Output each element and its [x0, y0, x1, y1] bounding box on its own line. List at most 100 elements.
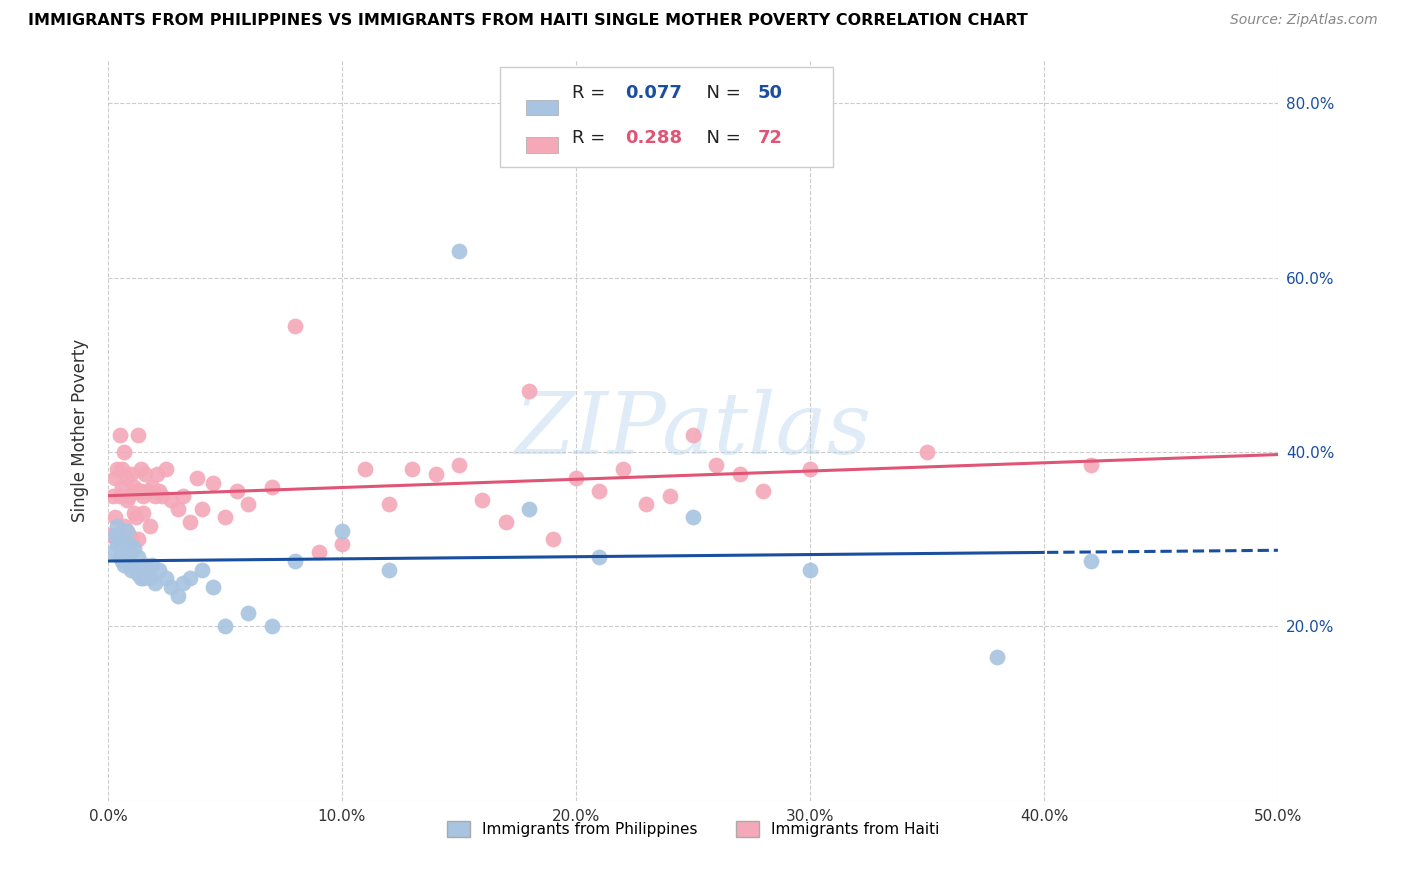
Point [108, 533, 131, 547]
Point [682, 427, 704, 442]
Point [108, 489, 131, 503]
Point [179, 515, 201, 529]
Point [155, 462, 177, 476]
Text: R =: R = [572, 129, 612, 147]
Point [588, 549, 610, 564]
Point [122, 480, 145, 494]
Text: 72: 72 [758, 129, 782, 147]
Point [495, 515, 517, 529]
Point [160, 493, 183, 508]
Point [118, 554, 141, 568]
Point [122, 541, 145, 555]
Point [120, 533, 142, 547]
Point [565, 471, 588, 485]
Point [354, 462, 377, 476]
Point [115, 524, 138, 538]
Point [129, 572, 152, 586]
Point [517, 384, 540, 398]
Point [98, 528, 121, 542]
FancyBboxPatch shape [526, 100, 558, 115]
Text: 0.288: 0.288 [626, 129, 682, 147]
Point [190, 563, 212, 577]
Point [167, 589, 190, 603]
Point [118, 528, 141, 542]
Point [799, 462, 821, 476]
Point [104, 471, 127, 485]
Point [1080, 458, 1102, 472]
Point [118, 536, 141, 550]
Point [127, 567, 149, 582]
Point [214, 619, 236, 633]
Point [308, 545, 330, 559]
Point [541, 533, 564, 547]
Point [125, 510, 148, 524]
Point [225, 484, 247, 499]
Point [401, 462, 423, 476]
Text: ZIPatlas: ZIPatlas [515, 389, 872, 472]
Point [127, 533, 149, 547]
Point [141, 558, 163, 573]
Point [111, 462, 134, 476]
Point [517, 501, 540, 516]
Point [108, 427, 131, 442]
Point [190, 501, 212, 516]
Point [120, 545, 142, 559]
Point [127, 549, 149, 564]
Point [104, 510, 127, 524]
Point [612, 462, 634, 476]
Point [682, 510, 704, 524]
Text: R =: R = [572, 84, 612, 103]
Point [125, 563, 148, 577]
FancyBboxPatch shape [501, 67, 834, 167]
Point [330, 524, 353, 538]
Point [378, 563, 401, 577]
Point [132, 572, 155, 586]
Point [129, 462, 152, 476]
Y-axis label: Single Mother Poverty: Single Mother Poverty [72, 339, 89, 522]
Point [111, 480, 134, 494]
Point [179, 572, 201, 586]
Text: Source: ZipAtlas.com: Source: ZipAtlas.com [1230, 13, 1378, 28]
Point [115, 471, 138, 485]
Point [284, 318, 307, 333]
Point [1080, 554, 1102, 568]
Point [636, 497, 658, 511]
Point [105, 533, 128, 547]
Point [160, 580, 183, 594]
Point [118, 489, 141, 503]
Point [155, 572, 177, 586]
Point [139, 572, 162, 586]
Text: 50: 50 [758, 84, 782, 103]
Legend: Immigrants from Philippines, Immigrants from Haiti: Immigrants from Philippines, Immigrants … [439, 814, 946, 845]
Text: IMMIGRANTS FROM PHILIPPINES VS IMMIGRANTS FROM HAITI SINGLE MOTHER POVERTY CORRE: IMMIGRANTS FROM PHILIPPINES VS IMMIGRANT… [28, 13, 1028, 29]
Point [111, 536, 134, 550]
Point [202, 475, 225, 490]
Point [120, 563, 142, 577]
Point [658, 489, 681, 503]
Point [136, 567, 159, 582]
Point [132, 489, 155, 503]
Point [134, 467, 156, 481]
Point [706, 458, 728, 472]
Point [122, 506, 145, 520]
Point [238, 497, 260, 511]
Point [238, 607, 260, 621]
Point [378, 497, 401, 511]
Point [186, 471, 208, 485]
Point [112, 445, 135, 459]
Text: 0.077: 0.077 [626, 84, 682, 103]
Point [148, 484, 170, 499]
Point [115, 541, 138, 555]
Point [915, 445, 938, 459]
Point [101, 545, 124, 559]
Point [150, 489, 173, 503]
Point [112, 519, 135, 533]
Point [136, 484, 159, 499]
Point [214, 510, 236, 524]
Point [284, 554, 307, 568]
Point [115, 493, 138, 508]
Point [105, 462, 128, 476]
Point [127, 427, 149, 442]
Point [167, 501, 190, 516]
Point [148, 563, 170, 577]
